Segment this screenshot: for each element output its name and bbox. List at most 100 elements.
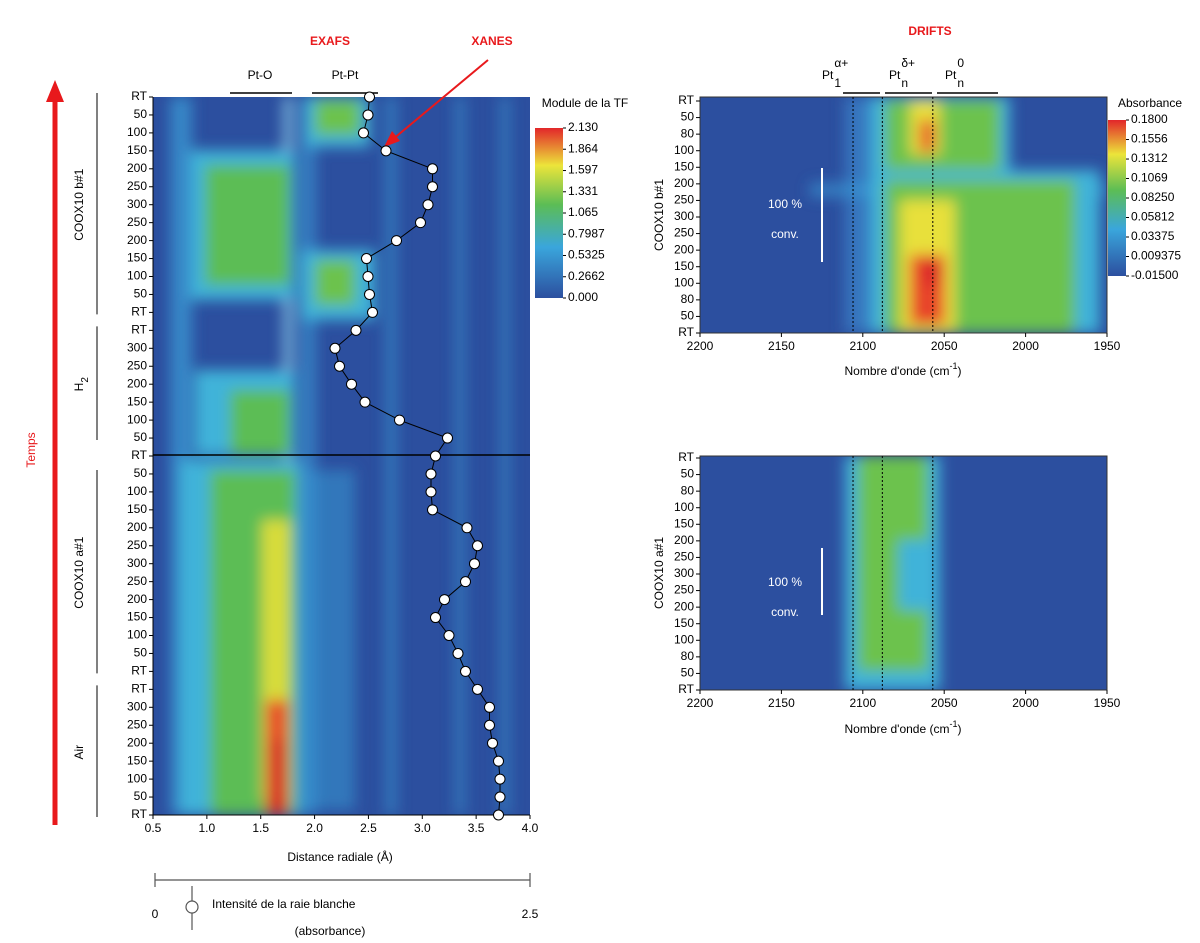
colorbar	[1108, 120, 1126, 276]
y-tick-label: 150	[127, 502, 147, 516]
annotation: Pt-Pt	[332, 68, 359, 82]
y-tick-label: 200	[674, 242, 694, 256]
colorbar-tick-label: 1.065	[568, 205, 598, 219]
group-label-text: COOX10 a#1	[72, 536, 86, 608]
data-point	[452, 647, 464, 659]
y-tick-label: 100	[127, 628, 147, 642]
x-tick-label: 3.5	[468, 821, 485, 835]
species-label: Pt	[822, 68, 834, 82]
y-tick-label: 80	[681, 126, 695, 140]
drifts-map-bottom	[699, 455, 1108, 691]
x-tick-label: 0.5	[145, 821, 162, 835]
x-axis-label-part: -1	[949, 361, 957, 371]
data-point	[380, 145, 392, 157]
colorbar-tick-label: 0.7987	[568, 226, 605, 240]
x-tick-label: 1950	[1094, 339, 1121, 353]
y-tick-label: RT	[678, 450, 694, 464]
chart-title: DRIFTS	[908, 24, 951, 38]
y-tick-label: 150	[127, 251, 147, 265]
data-point	[362, 271, 374, 282]
y-tick-label: 200	[674, 176, 694, 190]
y-tick-label: 250	[674, 583, 694, 597]
y-tick-label: 50	[681, 110, 695, 124]
y-tick-label: 50	[681, 666, 695, 680]
colorbar-tick-label: 0.1312	[1131, 151, 1168, 165]
colorbar-tick-label: 0.03375	[1131, 229, 1175, 243]
y-tick-label: 250	[127, 717, 147, 731]
exafs-map	[153, 97, 530, 815]
colorbar-tick-label: 1.597	[568, 163, 598, 177]
x-axis-label-part: Nombre d'onde (cm	[844, 722, 949, 736]
species-label: Pt	[889, 68, 901, 82]
data-point	[346, 378, 357, 390]
colorbar-tick-label: 0.08250	[1131, 190, 1175, 204]
x-tick-label: 2.5	[360, 821, 377, 835]
colorbar-title: Module de la TF	[542, 96, 629, 110]
y-tick-label: 200	[127, 735, 147, 749]
data-point	[425, 486, 437, 498]
y-tick-label: 250	[674, 550, 694, 564]
y-tick-label: 50	[134, 107, 148, 121]
data-point	[443, 630, 455, 641]
y-tick-label: 250	[127, 358, 147, 372]
x-tick-label: 2050	[931, 696, 958, 710]
y-tick-label: 200	[674, 599, 694, 613]
y-tick-label: 50	[134, 287, 148, 301]
data-point	[358, 127, 369, 139]
colorbar-tick-label: 0.5325	[568, 248, 605, 262]
y-tick-label: 250	[127, 538, 147, 552]
y-tick-label: 200	[127, 161, 147, 175]
data-point	[484, 719, 495, 731]
data-point	[364, 288, 375, 300]
y-tick-label: RT	[131, 89, 147, 103]
data-point	[469, 558, 480, 570]
x-tick-label: 2100	[849, 339, 876, 353]
x2-axis-label: Intensité de la raie blanche	[212, 897, 356, 911]
y-tick-label: 100	[674, 275, 694, 289]
data-point	[394, 414, 405, 426]
data-point	[439, 594, 450, 606]
x-tick-label: 2200	[687, 696, 714, 710]
x-axis-label: Nombre d'onde (cm-1)	[844, 361, 961, 378]
colorbar-tick-label: 0.009375	[1131, 249, 1181, 263]
y-tick-label: 300	[127, 197, 147, 211]
conversion-note: 100 %	[768, 197, 802, 211]
data-point	[484, 701, 495, 713]
y-tick-label: 100	[127, 125, 147, 139]
data-point	[427, 181, 438, 193]
conversion-note: 100 %	[768, 575, 802, 589]
y-tick-label: RT	[131, 807, 147, 821]
x2-tick-label: 0	[152, 907, 159, 921]
colorbar	[535, 128, 563, 298]
x-tick-label: 4.0	[522, 821, 539, 835]
y-tick-label: 100	[127, 771, 147, 785]
x-tick-label: 2000	[1012, 339, 1039, 353]
y-tick-label: 80	[681, 483, 695, 497]
x2-tick-label: 2.5	[522, 907, 539, 921]
y-tick-label: 100	[127, 269, 147, 283]
colorbar-title: Absorbance	[1118, 96, 1182, 110]
species-sup: 0	[957, 56, 964, 70]
y-tick-label: RT	[678, 93, 694, 107]
x-tick-label: 2100	[849, 696, 876, 710]
y-tick-label: 50	[134, 466, 148, 480]
data-point	[359, 396, 371, 408]
x-tick-label: 2150	[768, 339, 795, 353]
y-tick-label: 80	[681, 292, 695, 306]
data-point	[427, 504, 438, 516]
y-tick-label: 300	[674, 566, 694, 580]
x-tick-label: 1.5	[252, 821, 269, 835]
x-tick-label: 2.0	[306, 821, 323, 835]
legend-marker	[185, 900, 199, 914]
y-tick-label: 200	[127, 592, 147, 606]
x-tick-label: 2000	[1012, 696, 1039, 710]
y-tick-label: 200	[674, 533, 694, 547]
colorbar-tick-label: 1.864	[568, 141, 598, 155]
y-tick-label: 150	[127, 610, 147, 624]
y-tick-label: 150	[127, 753, 147, 767]
data-point	[422, 199, 434, 211]
data-point	[493, 755, 504, 767]
data-point	[460, 576, 471, 588]
y-tick-label: 200	[127, 520, 147, 534]
annotation: Pt-O	[248, 68, 273, 82]
